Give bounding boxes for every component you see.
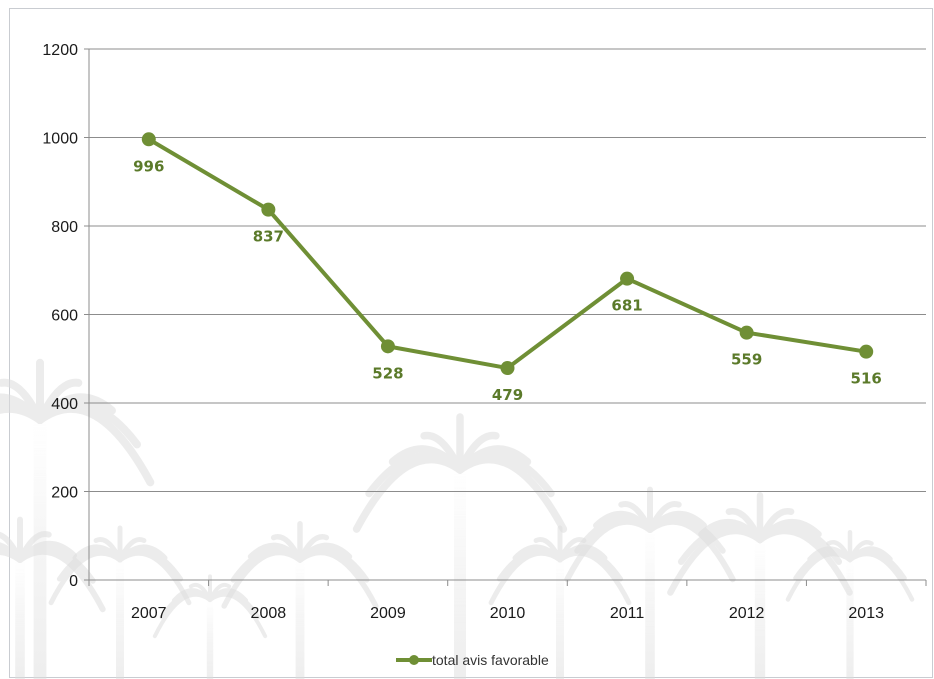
palm-frond [456, 455, 568, 533]
palm-frond [297, 549, 379, 609]
palm-trunk [645, 530, 655, 679]
palm-tree-6 [564, 486, 736, 679]
palm-tree-9 [0, 516, 106, 679]
x-tick-label-2007: 2007 [131, 605, 167, 622]
y-tick-label: 400 [51, 396, 78, 413]
palm-tree-4 [352, 413, 568, 679]
data-point-2012 [739, 325, 754, 340]
x-tick-label-2010: 2010 [490, 605, 526, 622]
palm-frond [847, 551, 915, 602]
y-tick-label: 800 [51, 219, 78, 236]
palm-trunk [846, 560, 854, 679]
palm-frond [557, 550, 632, 606]
gridlines [89, 48, 926, 492]
y-tick-label: 200 [51, 485, 78, 502]
x-tick-label-2013: 2013 [848, 605, 884, 622]
data-labels: 996 837 528 479 681 559 516 [133, 157, 882, 404]
palm-trunk [15, 560, 25, 679]
palm-trunk [295, 560, 305, 679]
data-label-2008: 837 [253, 228, 284, 246]
palm-trunk [206, 600, 214, 679]
palm-frond [36, 404, 155, 487]
palm-tree-3 [221, 521, 379, 679]
palm-trunk [116, 560, 124, 679]
x-tick-label-2011: 2011 [610, 605, 645, 622]
data-point-2011 [620, 271, 635, 286]
legend: total avis favorable [396, 652, 549, 668]
data-point-2008 [261, 202, 276, 217]
palm-tree-1 [48, 525, 192, 679]
series-group [141, 132, 874, 376]
x-tick-label-2009: 2009 [370, 605, 406, 622]
data-point-2007 [141, 132, 156, 147]
palm-frond [756, 527, 853, 596]
data-label-2010: 479 [492, 386, 523, 404]
data-label-2007: 996 [133, 157, 164, 175]
data-point-2013 [859, 344, 874, 359]
y-tick-label: 1000 [42, 131, 78, 148]
palm-frond [17, 548, 106, 613]
data-label-2012: 559 [731, 351, 762, 369]
series-line [146, 137, 869, 371]
y-axis-ticks: 0 200 400 600 800 1000 1200 [42, 42, 89, 590]
x-tick-label-2008: 2008 [251, 605, 287, 622]
data-label-2009: 528 [372, 364, 403, 382]
y-tick-label: 0 [69, 573, 78, 590]
palm-tree-8 [785, 529, 915, 679]
palm-trunk [454, 470, 466, 679]
y-tick-label: 600 [51, 308, 78, 325]
y-tick-label: 1200 [42, 42, 78, 59]
x-axis-ticks: 2007 2008 2009 2010 2011 2012 2013 [88, 580, 927, 622]
data-point-2010 [500, 361, 515, 376]
data-point-2009 [380, 339, 395, 354]
palm-frond [647, 518, 736, 583]
palm-frond [208, 592, 268, 639]
palm-tree-2 [152, 574, 268, 679]
palm-frond [117, 550, 192, 606]
x-tick-label-2012: 2012 [729, 605, 765, 622]
palm-tree-7 [667, 492, 853, 679]
palm-trunk [556, 560, 564, 679]
palm-tree-5 [488, 525, 632, 679]
palm-trunk [754, 540, 766, 679]
data-label-2013: 516 [851, 370, 882, 388]
legend-marker [409, 655, 419, 665]
data-label-2011: 681 [611, 297, 642, 315]
legend-label: total avis favorable [432, 652, 549, 668]
palm-tree-watermark [0, 358, 915, 679]
